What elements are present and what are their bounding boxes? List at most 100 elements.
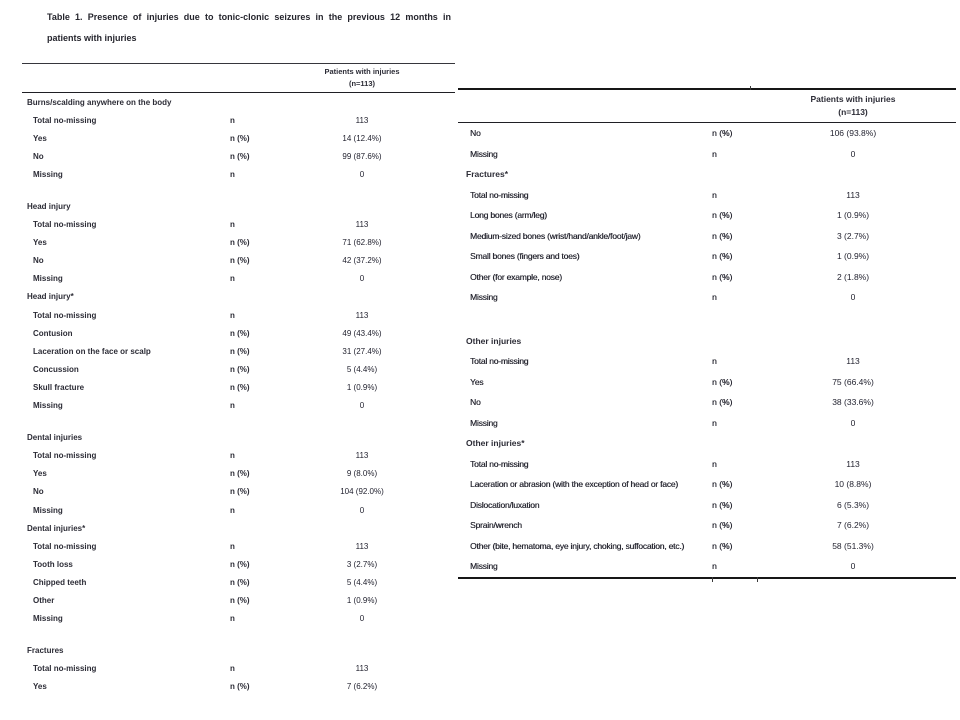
row-value: 0 xyxy=(850,148,856,159)
row-label: Yes xyxy=(33,469,47,479)
row-stat: n (%) xyxy=(230,328,250,338)
table-row: Laceration or abrasion (with the excepti… xyxy=(458,474,956,495)
row-label: Missing xyxy=(470,148,498,159)
row-value: 0 xyxy=(850,561,856,572)
section-title: Dental injuries xyxy=(27,433,83,443)
table-row: Small bones (fingers and toes) n (%) 1 (0.… xyxy=(458,246,956,267)
row-value: 1 (0.9%) xyxy=(346,382,378,392)
left-table-body: Burns/scalding anywhere on the body Total… xyxy=(22,93,455,696)
section-header-row: Head injury* xyxy=(22,288,455,306)
row-stat: n xyxy=(712,417,717,428)
row-stat: n xyxy=(230,310,235,320)
right-table-body: No n (%) 106 (93.8%) Missing n 0 Fractures* Tot… xyxy=(458,123,956,577)
row-label: Total no-missing xyxy=(33,664,97,674)
table-row: Total no-missing n 113 xyxy=(22,660,455,678)
row-value: 1 (0.9%) xyxy=(836,251,870,262)
right-table-header-row: Patients with injuries (n=113) xyxy=(458,90,956,123)
row-value: 31 (27.4%) xyxy=(342,346,382,356)
row-value: 0 xyxy=(359,614,365,624)
row-label: Laceration or abrasion (with the excepti… xyxy=(470,479,678,490)
row-stat: n xyxy=(712,561,717,572)
table-row: Missing n 0 xyxy=(22,610,455,628)
table-row: Total no-missing n 113 xyxy=(458,454,956,475)
row-label: Missing xyxy=(33,614,63,624)
table-row: Missing n 0 xyxy=(22,397,455,415)
row-value: 5 (4.4%) xyxy=(346,577,378,587)
table-row: Missing n 0 xyxy=(22,501,455,519)
table-row: Missing n 0 xyxy=(22,270,455,288)
section-title: Head injury xyxy=(27,202,71,212)
cell-border-tick xyxy=(750,86,751,90)
table-row: Total no-missing n 113 xyxy=(458,185,956,206)
row-label: Missing xyxy=(33,169,63,179)
section-header-row: Burns/scalding anywhere on the body xyxy=(22,93,455,111)
row-label: Total no-missing xyxy=(33,310,97,320)
row-label: Long bones (arm/leg) xyxy=(470,210,547,221)
row-label: Total no-missing xyxy=(33,541,97,551)
row-label: Total no-missing xyxy=(33,115,97,125)
row-stat: n (%) xyxy=(230,577,250,587)
row-stat: n (%) xyxy=(230,682,250,692)
injuries-table-right-column: Patients with injuries (n=113) No n (%) 10… xyxy=(458,86,956,582)
table-row: Total no-missing n 113 xyxy=(22,216,455,234)
row-value: 6 (5.3%) xyxy=(836,499,870,510)
row-value: 99 (87.6%) xyxy=(342,151,382,161)
row-value: 1 (0.9%) xyxy=(346,595,378,605)
row-label: Missing xyxy=(470,292,498,303)
row-label: Missing xyxy=(33,505,63,515)
table-row: Other (for example, nose) n (%) 2 (1.8%) xyxy=(458,267,956,288)
section-title: Fractures* xyxy=(466,169,509,180)
table-row: No n (%) 42 (37.2%) xyxy=(22,252,455,270)
table-caption-line1: Table 1. Presence of injuries due to ton… xyxy=(47,12,451,22)
row-stat: n xyxy=(712,148,717,159)
row-label: Tooth loss xyxy=(33,559,73,569)
row-value: 71 (62.8%) xyxy=(342,238,382,248)
row-stat: n xyxy=(230,541,235,551)
table-row: Yes n (%) 7 (6.2%) xyxy=(22,678,455,696)
row-stat: n xyxy=(230,664,235,674)
table-row: Total no-missing n 113 xyxy=(22,111,455,129)
table-row: Tooth loss n (%) 3 (2.7%) xyxy=(22,555,455,573)
table-row: No n (%) 104 (92.0%) xyxy=(22,483,455,501)
table-row: Total no-missing n 113 xyxy=(458,351,956,372)
section-title: Other injuries* xyxy=(466,438,525,449)
table-row: Yes n (%) 75 (66.4%) xyxy=(458,372,956,393)
row-value: 113 xyxy=(355,664,369,674)
row-label: Total no-missing xyxy=(470,458,529,469)
row-value: 5 (4.4%) xyxy=(346,364,378,374)
section-title: Head injury* xyxy=(27,292,74,302)
row-stat: n xyxy=(712,292,717,303)
column-header-line2: (n=113) xyxy=(838,107,868,117)
row-stat: n xyxy=(712,458,717,469)
section-gap xyxy=(458,308,956,331)
row-stat: n (%) xyxy=(230,364,250,374)
row-stat: n xyxy=(712,356,717,367)
row-label: Other xyxy=(33,595,55,605)
row-value: 9 (8.0%) xyxy=(346,469,378,479)
left-table-header-row: Patients with injuries (n=113) xyxy=(22,64,455,93)
row-value: 75 (66.4%) xyxy=(832,376,874,387)
row-stat: n (%) xyxy=(712,397,733,408)
row-stat: n (%) xyxy=(230,238,250,248)
row-stat: n (%) xyxy=(712,499,733,510)
row-value: 3 (2.7%) xyxy=(346,559,378,569)
row-stat: n (%) xyxy=(712,376,733,387)
section-header-row: Dental injuries* xyxy=(22,519,455,537)
row-value: 42 (37.2%) xyxy=(342,256,382,266)
row-value: 1 (0.9%) xyxy=(836,210,870,221)
table-row: Missing n 0 xyxy=(458,287,956,308)
section-header-row: Other injuries* xyxy=(458,433,956,454)
table-row: Chipped teeth n (%) 5 (4.4%) xyxy=(22,573,455,591)
row-label: Sprain/wrench xyxy=(470,520,522,531)
row-value: 0 xyxy=(850,417,856,428)
row-stat: n (%) xyxy=(712,479,733,490)
row-value: 7 (6.2%) xyxy=(836,520,870,531)
row-value: 113 xyxy=(355,220,369,230)
row-label: Missing xyxy=(470,417,498,428)
table-row: Laceration on the face or scalp n (%) 31 (… xyxy=(22,342,455,360)
row-label: Chipped teeth xyxy=(33,577,87,587)
row-label: Total no-missing xyxy=(470,356,529,367)
row-label: Laceration on the face or scalp xyxy=(33,346,151,356)
row-stat: n (%) xyxy=(230,382,250,392)
